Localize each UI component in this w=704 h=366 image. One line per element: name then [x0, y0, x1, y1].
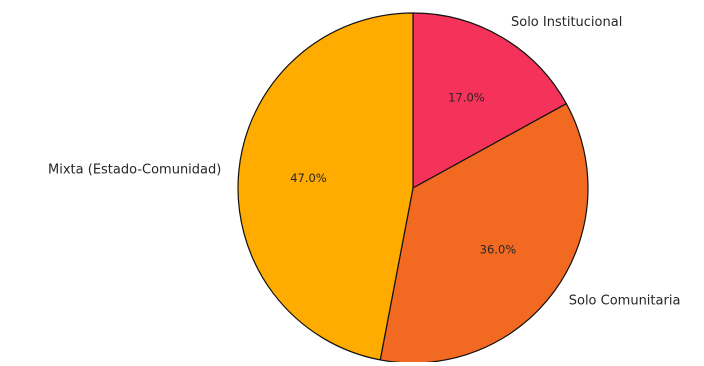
pie-slices — [237, 12, 589, 364]
pie-category-labels: Solo Institucional Solo Comunitaria Mixta … — [48, 15, 680, 309]
pie-category-label-solo-institucional: Solo Institucional — [511, 15, 622, 30]
pie-percent-label-mixta-estado-comunidad: 47.0% — [290, 171, 327, 185]
pie-percent-label-solo-institucional: 17.0% — [448, 91, 485, 105]
pie-slice-mixta-estado-comunidad — [237, 12, 414, 361]
pie-category-label-mixta-estado-comunidad: Mixta (Estado-Comunidad) — [48, 162, 221, 177]
pie-percent-labels: 17.0% 36.0% 47.0% — [290, 91, 516, 257]
pie-category-label-solo-comunitaria: Solo Comunitaria — [569, 294, 681, 309]
pie-slice-solo-institucional — [412, 12, 567, 189]
pie-percent-label-solo-comunitaria: 36.0% — [480, 243, 517, 257]
